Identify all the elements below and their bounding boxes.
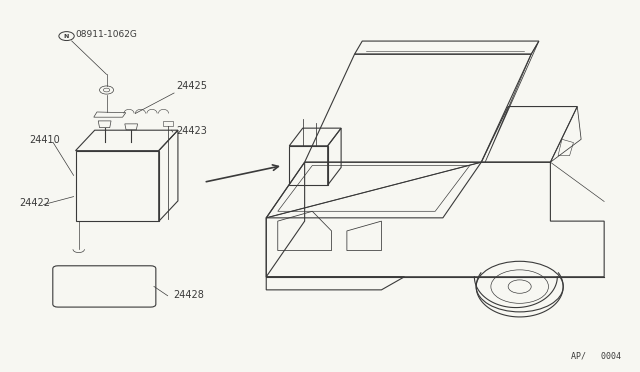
Text: 24425: 24425 [176,81,207,91]
Text: 24422: 24422 [19,198,50,208]
Text: 24423: 24423 [176,126,207,136]
Text: N: N [64,33,69,39]
Text: 24410: 24410 [29,135,60,145]
Text: AP/   0004: AP/ 0004 [571,352,621,361]
Text: 24428: 24428 [173,289,204,299]
Text: 08911-1062G: 08911-1062G [76,30,138,39]
